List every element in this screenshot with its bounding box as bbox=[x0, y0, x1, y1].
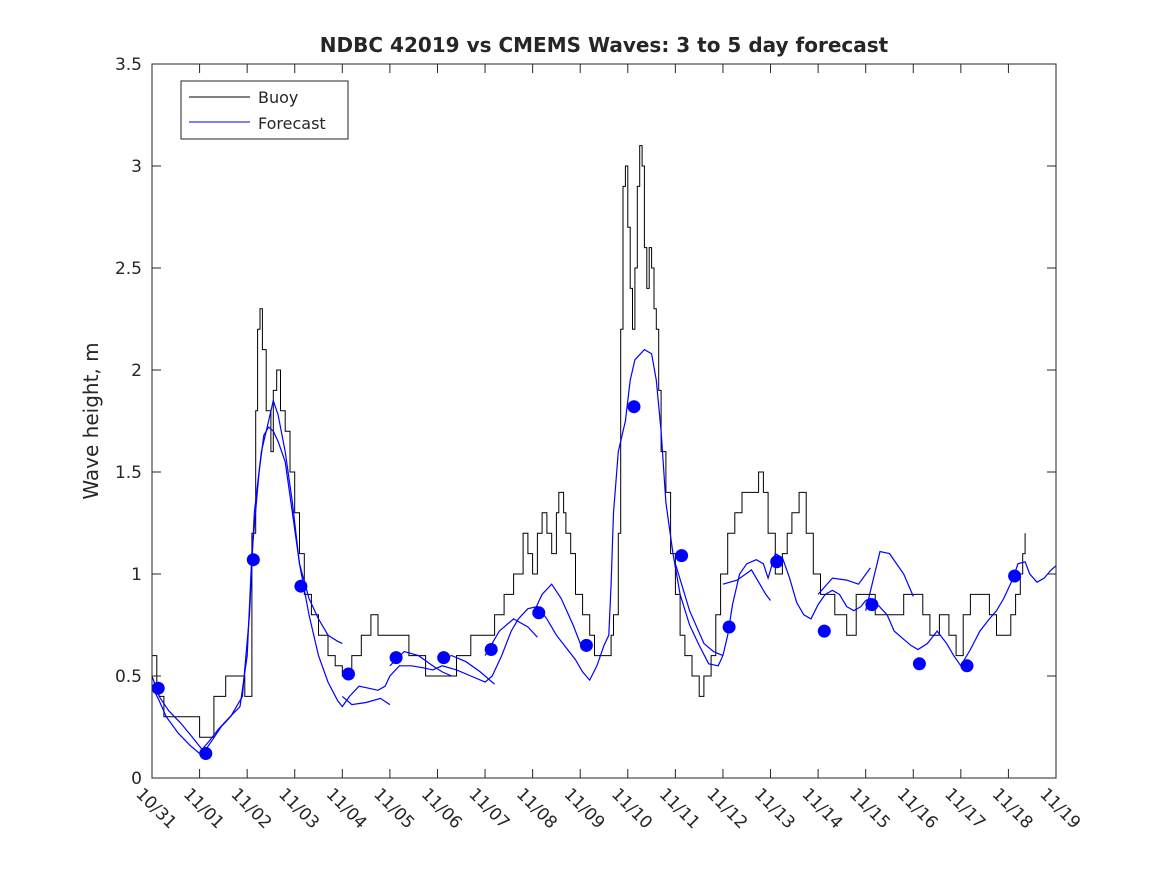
forecast-marker-18 bbox=[1008, 569, 1022, 583]
forecast-marker-5 bbox=[389, 651, 403, 665]
x-tick-label-6: 11/06 bbox=[417, 784, 466, 833]
forecast-series-line-8 bbox=[722, 569, 771, 601]
forecast-marker-7 bbox=[484, 643, 498, 656]
y-tick-label-1: 0.5 bbox=[115, 667, 142, 687]
forecast-marker-16 bbox=[912, 657, 926, 671]
x-tick-label-14: 11/14 bbox=[798, 784, 847, 833]
x-tick-label-3: 11/03 bbox=[274, 784, 323, 833]
x-tick-label-15: 11/15 bbox=[845, 784, 894, 833]
chart-title: NDBC 42019 vs CMEMS Waves: 3 to 5 day fo… bbox=[320, 33, 889, 57]
forecast-marker-3 bbox=[294, 579, 308, 593]
forecast-marker-8 bbox=[532, 606, 546, 620]
forecast-series-line-1 bbox=[151, 426, 343, 751]
forecast-marker-1 bbox=[199, 747, 213, 760]
buoy-series-line bbox=[152, 145, 1026, 738]
forecast-marker-17 bbox=[960, 659, 974, 673]
x-tick-label-1: 11/01 bbox=[179, 784, 228, 833]
forecast-marker-12 bbox=[722, 620, 736, 634]
x-tick-label-5: 11/05 bbox=[369, 784, 418, 833]
x-tick-label-9: 11/09 bbox=[560, 784, 609, 833]
forecast-marker-11 bbox=[675, 549, 689, 563]
y-tick-label-3: 1.5 bbox=[115, 463, 142, 483]
y-tick-label-7: 3.5 bbox=[115, 55, 142, 75]
legend: Buoy Forecast bbox=[180, 80, 349, 140]
y-axis-label: Wave height, m bbox=[79, 342, 103, 499]
forecast-marker-0 bbox=[151, 681, 165, 695]
y-tick-label-2: 1 bbox=[131, 565, 142, 585]
forecast-series-line-9 bbox=[817, 567, 871, 595]
x-tick-label-4: 11/04 bbox=[322, 784, 371, 833]
forecast-marker-9 bbox=[579, 638, 593, 652]
forecast-marker-10 bbox=[627, 400, 641, 414]
axes: 00.511.522.533.510/3111/0111/0211/0311/0… bbox=[115, 55, 1084, 833]
y-tick-label-4: 2 bbox=[131, 361, 142, 381]
forecast-marker-4 bbox=[342, 667, 355, 681]
x-tick-label-2: 11/02 bbox=[227, 784, 276, 833]
y-tick-label-6: 3 bbox=[131, 157, 142, 177]
plot-area-frame bbox=[151, 63, 1057, 779]
x-tick-label-0: 10/31 bbox=[131, 784, 180, 833]
forecast-series-line-7 bbox=[674, 563, 724, 657]
forecast-series-line-2 bbox=[341, 695, 391, 706]
forecast-marker-13 bbox=[770, 555, 784, 569]
legend-label-buoy: Buoy bbox=[258, 88, 298, 107]
x-tick-label-7: 11/07 bbox=[465, 784, 514, 833]
forecast-marker-15 bbox=[865, 598, 879, 612]
x-tick-label-12: 11/12 bbox=[702, 784, 751, 833]
y-tick-label-0: 0 bbox=[131, 769, 142, 789]
x-tick-label-8: 11/08 bbox=[512, 784, 561, 833]
forecast-series-line-6 bbox=[532, 583, 584, 650]
legend-label-forecast: Forecast bbox=[258, 114, 326, 133]
forecast-marker-2 bbox=[246, 553, 260, 567]
x-tick-label-11: 11/11 bbox=[655, 784, 704, 833]
forecast-marker-6 bbox=[437, 651, 451, 665]
x-tick-label-16: 11/16 bbox=[893, 784, 942, 833]
x-tick-label-18: 11/18 bbox=[988, 784, 1037, 833]
y-tick-label-5: 2.5 bbox=[115, 259, 142, 279]
x-tick-label-19: 11/19 bbox=[1035, 784, 1084, 833]
x-tick-label-17: 11/17 bbox=[940, 784, 989, 833]
x-tick-label-13: 11/13 bbox=[750, 784, 799, 833]
plot-data bbox=[151, 145, 1057, 760]
legend-box bbox=[180, 80, 349, 140]
forecast-series-line-3 bbox=[389, 650, 452, 677]
forecast-series-line-0 bbox=[151, 348, 1057, 755]
forecast-series-line-5 bbox=[484, 618, 538, 656]
x-tick-label-10: 11/10 bbox=[607, 784, 656, 833]
forecast-series-line-10 bbox=[865, 550, 914, 611]
forecast-marker-14 bbox=[817, 624, 831, 638]
